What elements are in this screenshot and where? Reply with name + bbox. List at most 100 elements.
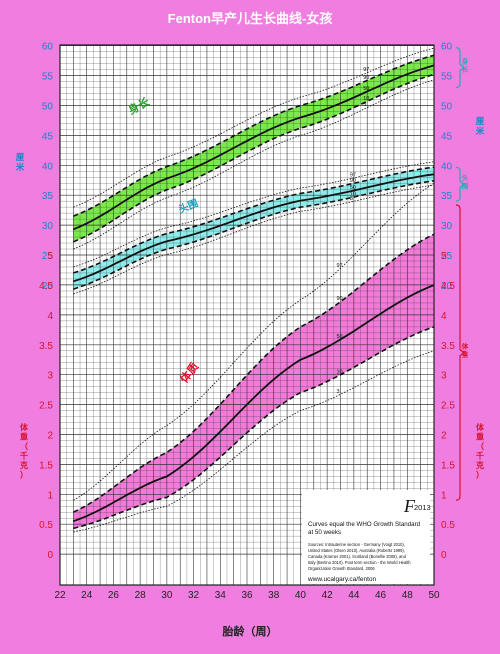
chart-text: Fenton早产儿生长曲线-女孩胎龄（周）厘米厘米体重（千克）体重（千克）身长头… <box>16 11 485 638</box>
x-tick-label: 46 <box>375 590 387 601</box>
grid-lines <box>59 44 435 586</box>
x-tick-label: 24 <box>81 590 93 601</box>
length-curve-p97 <box>73 47 435 208</box>
kg-tick-left: 3.5 <box>39 341 53 352</box>
kg-tick-right: 2.5 <box>441 401 455 412</box>
head-curve-p10 <box>73 180 435 290</box>
sources-line: Canada (Kramer 2001), Scotland (Bonellie… <box>308 554 407 559</box>
kg-tick-right: 1 <box>441 490 447 501</box>
kg-tick-left: 2.5 <box>39 401 53 412</box>
cm-tick-right: 35 <box>441 191 453 202</box>
kg-tick-left: 5 <box>47 251 53 262</box>
sources-line: United States (Olsen 2010), Australia (R… <box>308 548 405 553</box>
cm-tick-left: 50 <box>42 102 54 113</box>
head-curve-p50 <box>73 173 435 283</box>
page-title: Fenton早产儿生长曲线-女孩 <box>168 11 333 26</box>
cm-tick-right: 20 <box>441 281 453 292</box>
sources-line: Sources: Intrauterine section - Germany … <box>308 542 405 547</box>
fenton-logo: F <box>403 496 416 516</box>
weight-curve-p10 <box>73 326 435 530</box>
kg-tick-left: 4.5 <box>39 281 53 292</box>
kg-tick-right: 1.5 <box>441 460 455 471</box>
sources-line: Organization Growth Standard, 2006 <box>308 566 375 571</box>
cm-tick-right: 30 <box>441 221 453 232</box>
x-tick-label: 42 <box>322 590 334 601</box>
length-bracket-label: 身长 <box>462 57 469 74</box>
cm-tick-right: 25 <box>441 251 453 262</box>
weight-bracket <box>455 204 465 501</box>
kg-tick-left: 0.5 <box>39 520 53 531</box>
kg-tick-left: 4 <box>47 311 53 322</box>
head-curve-p3 <box>73 184 435 295</box>
cm-tick-right: 55 <box>441 72 453 83</box>
weight-curve-p90 <box>73 233 435 513</box>
length-pct-label: 90 <box>363 75 369 81</box>
cm-tick-right: 45 <box>441 131 453 142</box>
length-pct-label: 10 <box>363 96 369 102</box>
sources-line: Italy (Bertino 2010). Post term section … <box>308 560 411 565</box>
head-bracket-label: 头围 <box>462 173 469 190</box>
x-tick-label: 40 <box>295 590 307 601</box>
x-axis-title: 胎龄（周） <box>222 624 278 638</box>
head-curve-p97 <box>73 161 435 268</box>
head-bracket <box>455 166 465 202</box>
cm-tick-left: 30 <box>42 221 54 232</box>
weight-pct-label: 97 <box>337 263 343 269</box>
x-tick-label: 26 <box>108 590 120 601</box>
kg-tick-right: 0 <box>441 550 447 561</box>
length-curve-p50 <box>73 64 435 231</box>
kg-tick-right: 4 <box>441 311 447 322</box>
cm-tick-left: 45 <box>42 131 54 142</box>
x-tick-label: 44 <box>348 590 360 601</box>
length-pct-label: 3 <box>363 102 366 108</box>
x-tick-label: 36 <box>241 590 253 601</box>
weight-pct-label: 3 <box>337 389 340 395</box>
left-unit-kg: 体重（千克） <box>20 422 29 480</box>
x-tick-label: 50 <box>428 590 440 601</box>
kg-tick-right: 3.5 <box>441 341 455 352</box>
source-url: www.ucalgary.ca/fenton <box>307 576 377 583</box>
x-tick-label: 30 <box>161 590 173 601</box>
who-note: at 50 weeks <box>308 529 341 536</box>
percentile-curves <box>73 47 435 533</box>
weight-curve-p50 <box>73 284 435 523</box>
cm-tick-right: 40 <box>441 161 453 172</box>
head-pct-label: 50 <box>350 185 356 191</box>
length-curve-p90 <box>73 54 435 217</box>
kg-tick-right: 5 <box>441 251 447 262</box>
kg-tick-right: 0.5 <box>441 520 455 531</box>
head-pct-label: 10 <box>350 192 356 198</box>
head-curve-p90 <box>73 166 435 274</box>
cm-tick-left: 25 <box>42 251 54 262</box>
weight-curve-p97 <box>73 182 435 501</box>
cm-tick-right: 50 <box>441 102 453 113</box>
kg-tick-left: 3 <box>47 371 53 382</box>
head-band <box>73 167 435 290</box>
cm-tick-right: 60 <box>441 42 453 53</box>
x-tick-label: 22 <box>54 590 66 601</box>
info-box <box>302 490 430 584</box>
weight-pct-label: 50 <box>337 334 343 340</box>
length-pct-label: 97 <box>363 67 369 73</box>
cm-tick-left: 55 <box>42 72 54 83</box>
x-tick-label: 28 <box>135 590 147 601</box>
kg-tick-left: 0 <box>47 550 53 561</box>
right-unit-cm: 厘米 <box>476 116 485 136</box>
weight-pct-label: 10 <box>337 369 343 375</box>
cm-tick-left: 60 <box>42 42 54 53</box>
weight-curve-p3 <box>73 350 435 533</box>
length-pct-label: 50 <box>363 86 369 92</box>
head-pct-label: 97 <box>350 172 356 178</box>
who-note: Curves equal the WHO Growth Standard <box>308 521 421 528</box>
left-unit-cm: 厘米 <box>16 152 25 172</box>
x-tick-label: 32 <box>188 590 200 601</box>
head-pct-label: 90 <box>350 178 356 184</box>
x-tick-label: 48 <box>402 590 414 601</box>
weight-pct-label: 90 <box>337 296 343 302</box>
weight-bracket-label: 体重 <box>462 342 469 359</box>
x-tick-label: 38 <box>268 590 280 601</box>
